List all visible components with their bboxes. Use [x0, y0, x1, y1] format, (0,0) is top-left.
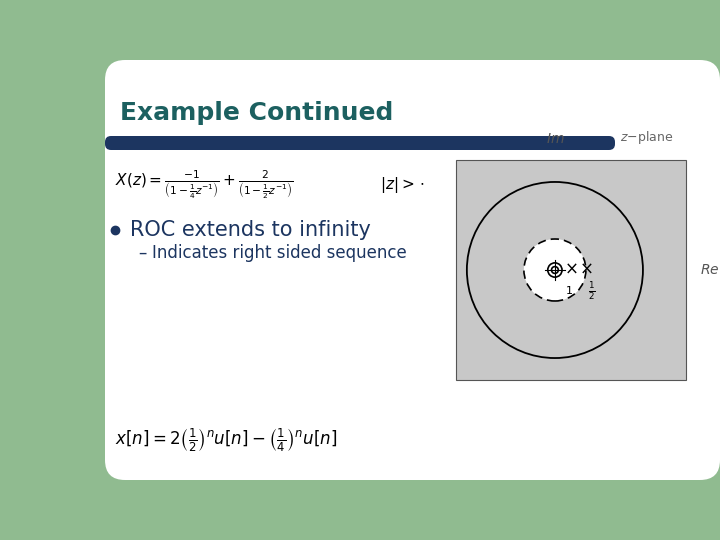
Text: 1: 1 — [566, 286, 573, 296]
Bar — [456, 160, 686, 380]
Text: $\times$: $\times$ — [579, 260, 593, 278]
Text: $\times$: $\times$ — [564, 260, 577, 278]
Text: ROC extends to infinity: ROC extends to infinity — [130, 220, 371, 240]
FancyBboxPatch shape — [105, 60, 720, 480]
Text: $\mathit{Im}$: $\mathit{Im}$ — [546, 132, 564, 146]
Text: Example Continued: Example Continued — [120, 101, 393, 125]
Text: $\frac{1}{2}$: $\frac{1}{2}$ — [588, 280, 595, 302]
Text: $x[n] = 2\left(\frac{1}{2}\right)^n u[n] - \left(\frac{1}{4}\right)^n u[n]$: $x[n] = 2\left(\frac{1}{2}\right)^n u[n]… — [115, 426, 337, 454]
Text: $\mathit{Re}$: $\mathit{Re}$ — [700, 263, 719, 277]
Text: –: – — [138, 244, 146, 262]
Text: $z\mathrm{-plane}$: $z\mathrm{-plane}$ — [621, 129, 673, 146]
Text: Indicates right sided sequence: Indicates right sided sequence — [152, 244, 407, 262]
Text: $|z| > \cdot$: $|z| > \cdot$ — [380, 175, 426, 195]
Text: $X(z) = \frac{-1}{\left(1 - \frac{1}{4}z^{-1}\right)} + \frac{2}{\left(1 - \frac: $X(z) = \frac{-1}{\left(1 - \frac{1}{4}z… — [115, 168, 293, 201]
Circle shape — [524, 239, 586, 301]
FancyBboxPatch shape — [105, 136, 615, 150]
